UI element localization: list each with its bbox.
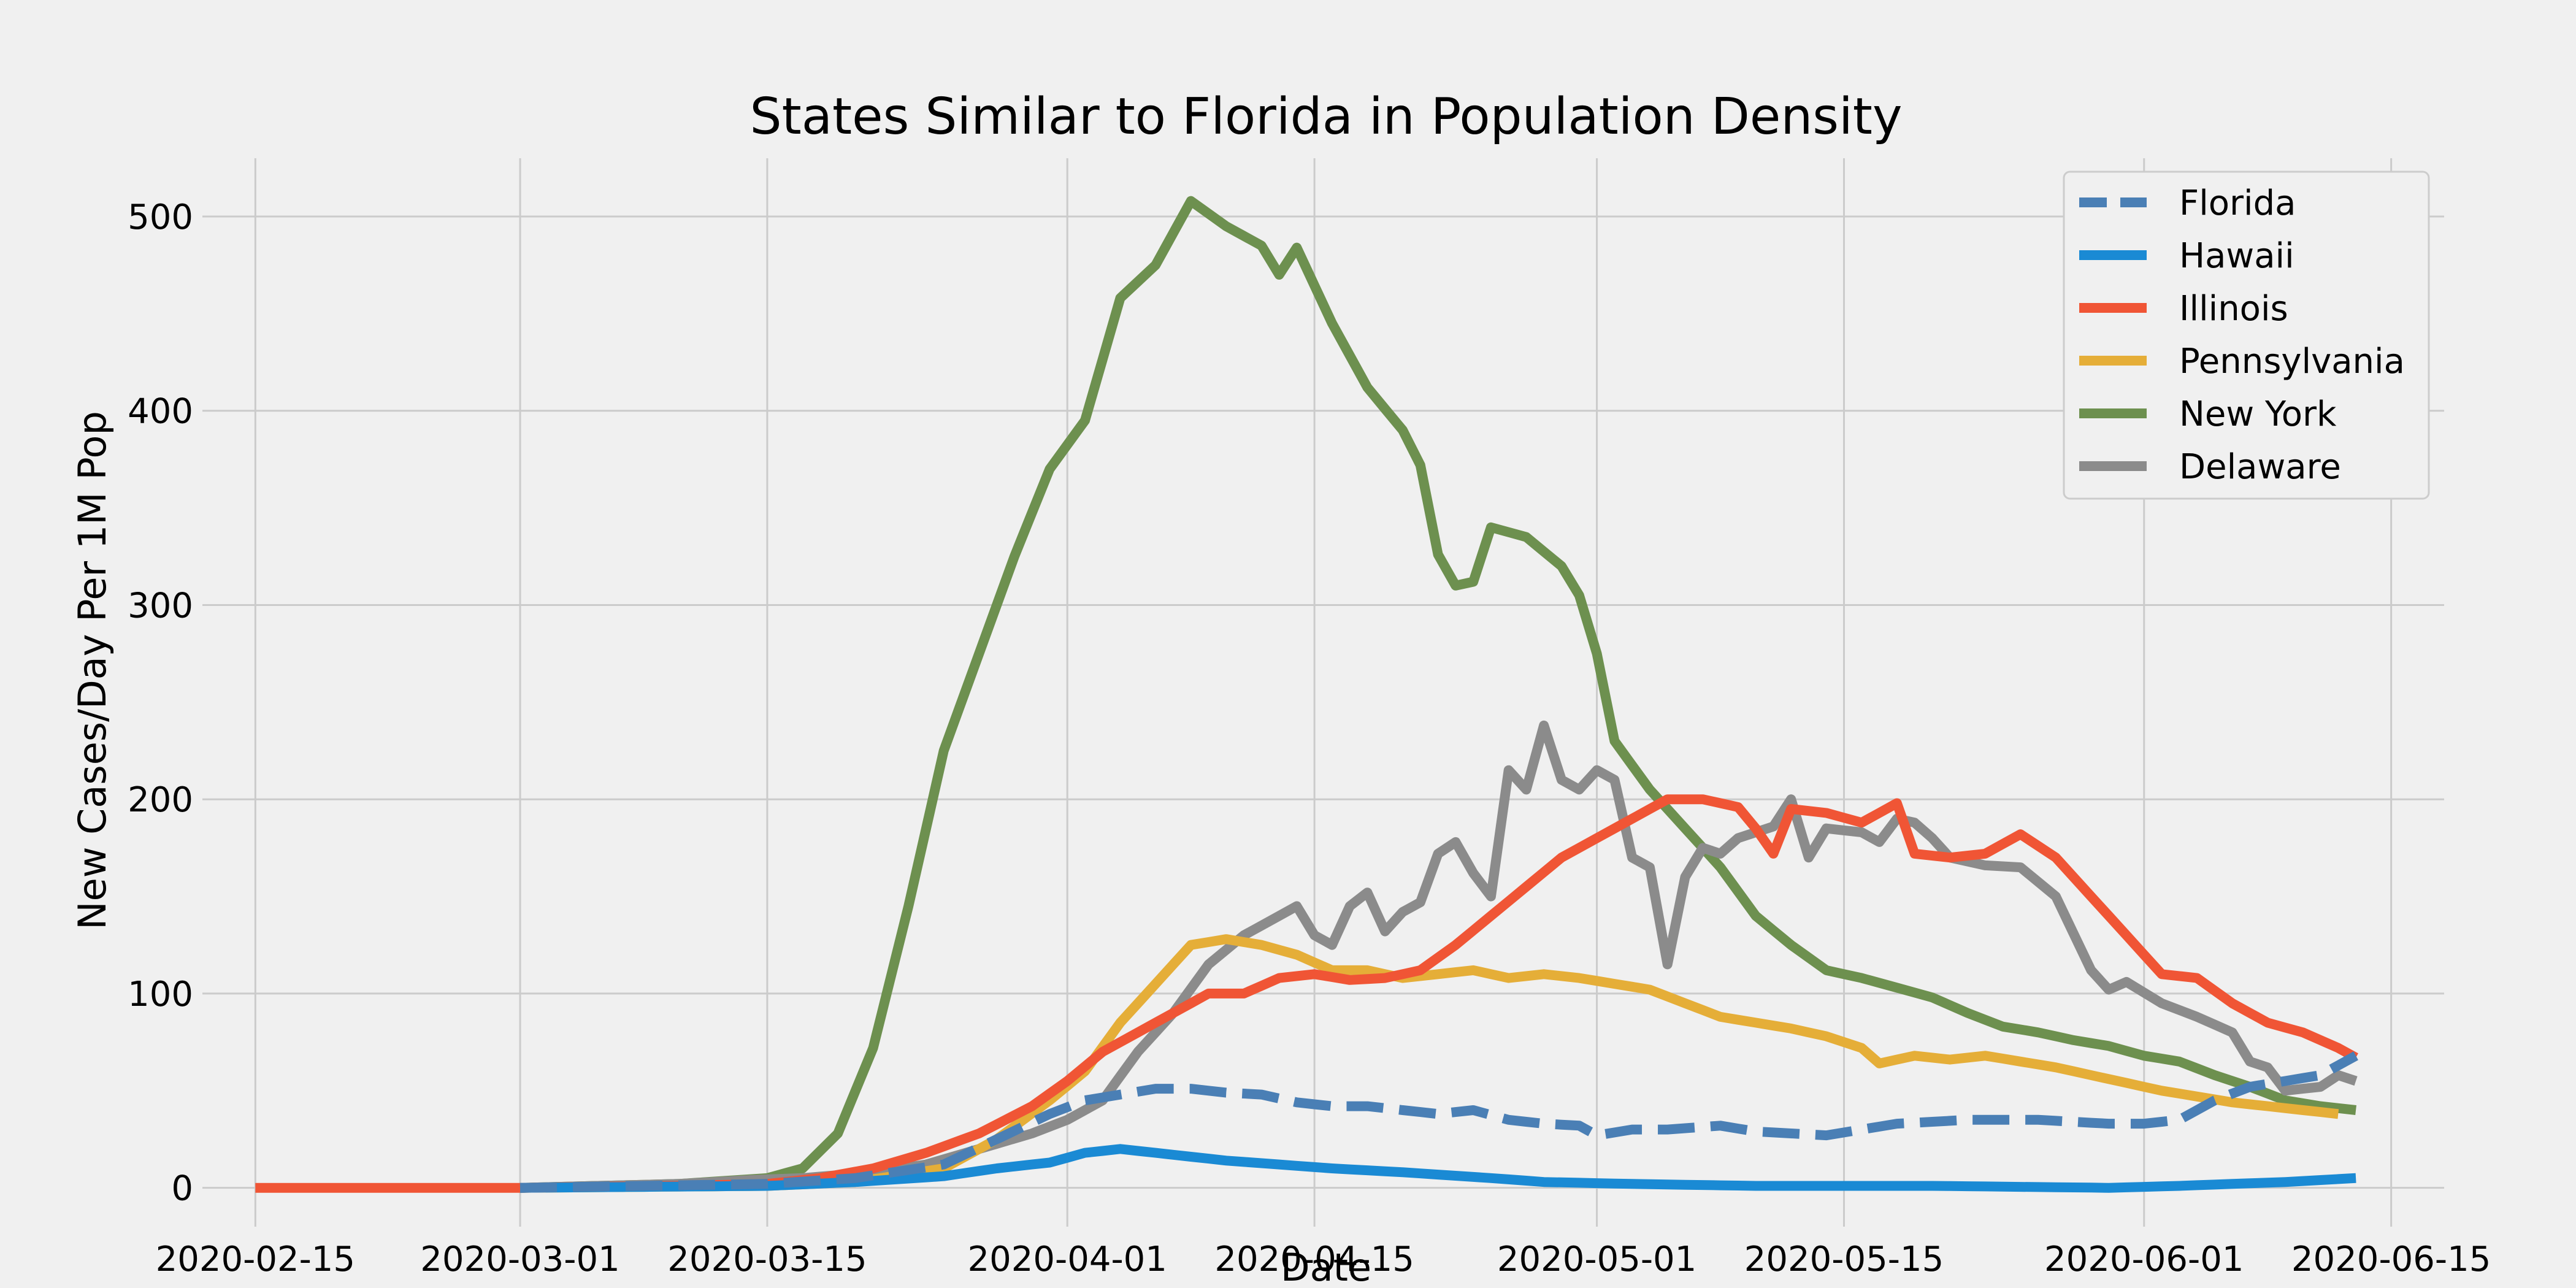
legend-label: Pennsylvania <box>2179 342 2405 381</box>
chart-title: States Similar to Florida in Population … <box>750 88 1903 146</box>
series-line-florida <box>519 1051 2358 1193</box>
series-line-new-york <box>519 196 2356 1193</box>
x-tick-label: 2020-06-01 <box>2044 1240 2244 1279</box>
legend-label: Florida <box>2179 183 2296 223</box>
x-axis-ticks: 2020-02-15 2020-03-01 2020-03-15 2020-04-01… <box>156 1240 2491 1279</box>
legend: Florida Hawaii Illinois Pennsylvania New Yor… <box>2063 171 2430 500</box>
x-tick-label: 2020-06-15 <box>2291 1240 2491 1279</box>
y-axis-label: New Cases/Day Per 1M Pop <box>70 411 115 930</box>
x-tick-label: 2020-05-15 <box>1744 1240 1944 1279</box>
series-lines <box>255 196 2358 1193</box>
series-line-hawaii <box>519 1144 2356 1193</box>
y-tick-label: 400 <box>128 392 193 432</box>
y-tick-label: 500 <box>128 197 193 237</box>
x-tick-label: 2020-03-01 <box>420 1240 619 1279</box>
legend-box <box>2063 171 2430 500</box>
x-tick-label: 2020-05-01 <box>1497 1240 1696 1279</box>
legend-label: Delaware <box>2179 447 2341 487</box>
legend-label: Illinois <box>2179 289 2288 329</box>
x-tick-label: 2020-03-15 <box>667 1240 867 1279</box>
y-tick-label: 100 <box>128 975 193 1014</box>
y-axis-ticks: 0 100 200 300 400 500 <box>128 197 193 1209</box>
legend-label: Hawaii <box>2179 236 2294 276</box>
x-tick-label: 2020-04-15 <box>1214 1240 1414 1279</box>
x-tick-label: 2020-02-15 <box>156 1240 355 1279</box>
x-tick-label: 2020-04-01 <box>967 1240 1167 1279</box>
y-tick-label: 300 <box>128 586 193 626</box>
legend-label: New York <box>2179 394 2337 434</box>
x-axis-label: Date <box>1281 1245 1371 1288</box>
y-tick-label: 200 <box>128 780 193 820</box>
y-tick-label: 0 <box>171 1169 193 1209</box>
